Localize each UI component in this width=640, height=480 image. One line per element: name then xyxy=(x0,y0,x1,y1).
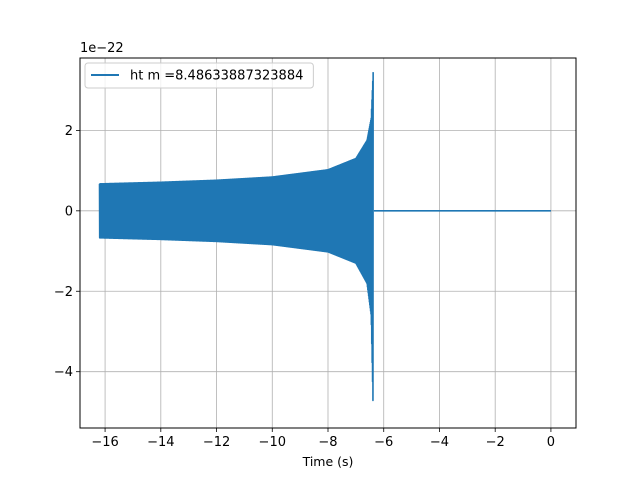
x-tick-label: −10 xyxy=(259,435,286,450)
x-tick-label: −14 xyxy=(147,435,174,450)
legend: ht m =8.48633887323884 xyxy=(84,62,314,89)
x-tick-label: −2 xyxy=(486,435,505,450)
plot-area xyxy=(98,72,551,402)
y-offset-label: 1e−22 xyxy=(80,41,124,56)
legend-box xyxy=(84,62,314,89)
y-tick-label: 0 xyxy=(65,204,73,219)
series-line-chirp xyxy=(98,72,374,402)
y-tick-label: 2 xyxy=(65,124,73,139)
x-tick-label: −6 xyxy=(374,435,393,450)
legend-label: ht m =8.48633887323884 xyxy=(130,69,303,84)
ticks: −16 −14 −12 −10 −8 −6 −4 −2 0 −4 −2 0 2 xyxy=(54,124,555,450)
y-tick-label: −2 xyxy=(54,285,73,300)
x-tick-label: −4 xyxy=(430,435,449,450)
x-axis-label: Time (s) xyxy=(302,454,354,469)
x-tick-label: −8 xyxy=(318,435,337,450)
y-tick-label: −4 xyxy=(54,365,73,380)
x-tick-label: −12 xyxy=(203,435,230,450)
x-tick-label: −16 xyxy=(91,435,118,450)
x-tick-label: 0 xyxy=(547,435,555,450)
grid xyxy=(80,58,576,428)
